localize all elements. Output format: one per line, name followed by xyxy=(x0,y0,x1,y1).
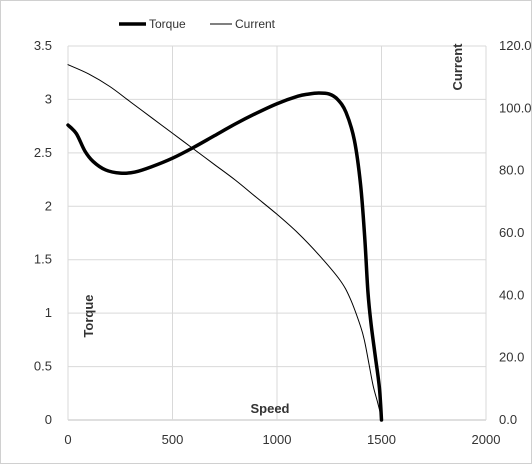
y-axis-title: Torque xyxy=(81,294,96,337)
y-tick-label: 1.5 xyxy=(34,252,52,267)
y2-axis-ticks: 0.0 20.0 40.0 60.0 80.0 100.0 120.0 xyxy=(499,38,532,427)
series-line-torque xyxy=(66,91,384,422)
x-tick-label: 1000 xyxy=(263,432,292,447)
y-tick-label: 3.5 xyxy=(34,38,52,53)
legend: Torque Current xyxy=(119,17,276,31)
y-tick-label: 0.5 xyxy=(34,359,52,374)
y2-tick-label: 40.0 xyxy=(499,287,524,302)
x-axis-ticks: 0 500 1000 1500 2000 xyxy=(64,432,500,447)
y2-tick-label: 60.0 xyxy=(499,225,524,240)
x-tick-label: 0 xyxy=(64,432,71,447)
y2-tick-label: 100.0 xyxy=(499,100,532,115)
y2-tick-label: 120.0 xyxy=(499,38,532,53)
y-tick-label: 0 xyxy=(45,412,52,427)
y-tick-label: 2 xyxy=(45,198,52,213)
x-tick-label: 1500 xyxy=(367,432,396,447)
x-tick-label: 2000 xyxy=(472,432,501,447)
y2-axis-title: Current xyxy=(450,43,465,91)
y2-tick-label: 80.0 xyxy=(499,163,524,178)
series-line-current xyxy=(67,64,382,421)
x-axis-title: Speed xyxy=(250,401,289,416)
y-tick-label: 1 xyxy=(45,305,52,320)
grid xyxy=(67,45,487,421)
legend-torque-label: Torque xyxy=(149,17,186,31)
legend-current-label: Current xyxy=(235,17,276,31)
x-tick-label: 500 xyxy=(162,432,184,447)
y2-tick-label: 20.0 xyxy=(499,350,524,365)
y-tick-label: 3 xyxy=(45,91,52,106)
series-layer xyxy=(66,64,384,422)
y-axis-ticks: 0 0.5 1 1.5 2 2.5 3 3.5 xyxy=(34,38,52,427)
y-tick-label: 2.5 xyxy=(34,145,52,160)
y2-tick-label: 0.0 xyxy=(499,412,517,427)
